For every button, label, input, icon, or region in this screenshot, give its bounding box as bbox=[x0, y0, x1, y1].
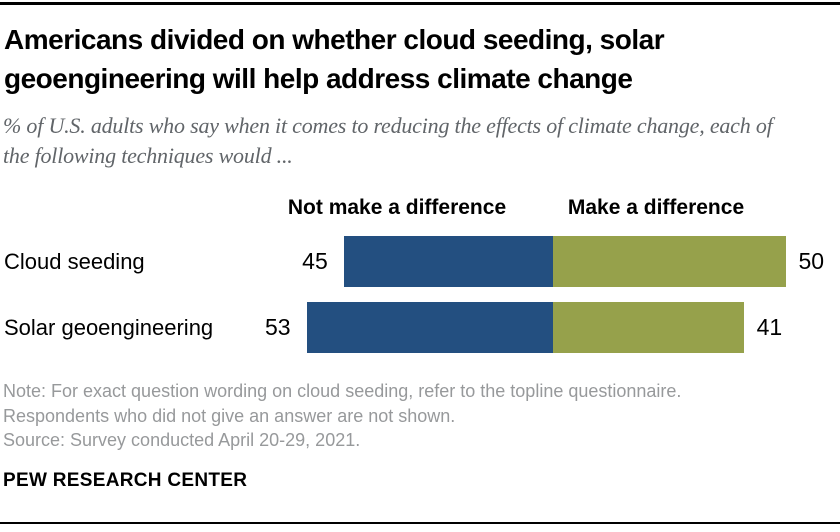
source-line: Source: Survey conducted April 20-29, 20… bbox=[3, 430, 361, 451]
note-line: Respondents who did not give an answer a… bbox=[3, 405, 456, 426]
bar-segment-not-make-a-difference bbox=[343, 236, 553, 287]
note-line: Note: For exact question wording on clou… bbox=[3, 381, 682, 401]
category-label: Solar geoengineering bbox=[4, 314, 214, 340]
page-title: Americans divided on whether cloud seedi… bbox=[4, 24, 665, 94]
value-label-make-a-difference: 41 bbox=[756, 314, 783, 340]
subtitle: % of U.S. adults who say when it comes t… bbox=[3, 113, 773, 168]
bar-segment-not-make-a-difference bbox=[306, 302, 553, 353]
value-label-not-make-a-difference: 53 bbox=[264, 314, 291, 340]
value-label-not-make-a-difference: 45 bbox=[302, 248, 328, 274]
top-rule bbox=[0, 2, 840, 5]
bar-segment-make-a-difference bbox=[553, 236, 786, 287]
value-label-make-a-difference: 50 bbox=[798, 248, 825, 274]
legend-label-not-make-a-difference: Not make a difference bbox=[287, 196, 507, 219]
brand-wordmark: PEW RESEARCH CENTER bbox=[3, 470, 248, 491]
bar-segment-make-a-difference bbox=[553, 302, 744, 353]
notes-block: Note: For exact question wording on clou… bbox=[3, 379, 681, 453]
category-label: Cloud seeding bbox=[4, 248, 145, 274]
bottom-rule bbox=[0, 522, 840, 524]
legend-label-make-a-difference: Make a difference bbox=[567, 196, 745, 219]
